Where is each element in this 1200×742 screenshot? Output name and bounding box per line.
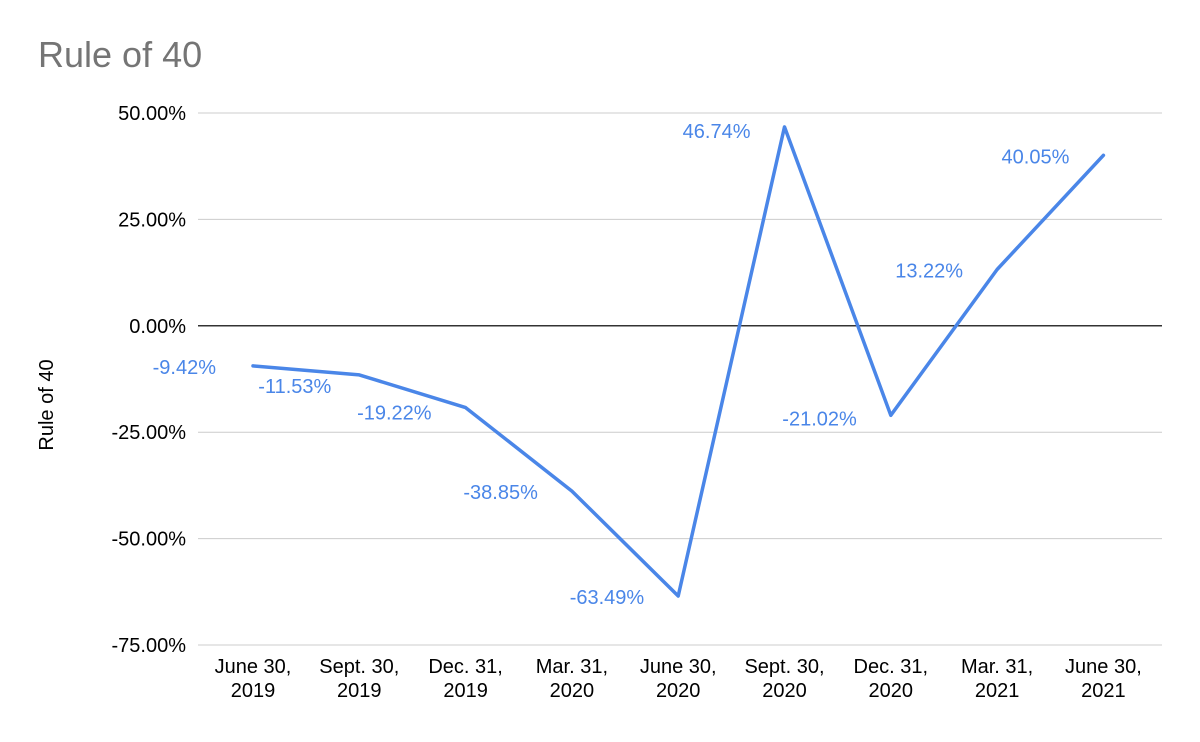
y-axis-label: Rule of 40 [36, 359, 58, 450]
data-label: -63.49% [570, 587, 645, 609]
y-axis-ticks: 50.00% 25.00% 0.00% -25.00% -50.00% -75.00% [112, 103, 187, 657]
x-tick-label: Dec. 31, 2019 [428, 656, 502, 702]
y-tick-label: 50.00% [118, 103, 186, 125]
data-label-halo: -19.22% [357, 403, 432, 425]
series-rule-of-40 [251, 125, 1106, 598]
data-label: -11.53% [258, 376, 331, 398]
data-label-halo: 13.22% [895, 261, 963, 283]
data-label-halo: 40.05% [1002, 146, 1070, 168]
chart-title: Rule of 40 [38, 34, 202, 75]
y-tick-label: -75.00% [112, 635, 187, 657]
x-tick-label: Mar. 31, 2020 [536, 656, 608, 702]
data-label-halo: -21.02% [782, 408, 857, 430]
data-label: -9.42% [153, 357, 217, 379]
data-label-halo: 46.74% [683, 121, 751, 143]
y-tick-label: 0.00% [129, 316, 186, 338]
x-tick-label: Dec. 31, 2020 [854, 656, 928, 702]
y-tick-label: 25.00% [118, 209, 186, 231]
x-tick-label: Sept. 30, 2020 [744, 656, 824, 702]
data-label-halo: -38.85% [463, 482, 538, 504]
data-label: -19.22% [357, 403, 432, 425]
x-tick-label: June 30, 2019 [215, 656, 292, 702]
data-label-halo: -9.42% [153, 357, 217, 379]
series-line [251, 125, 1106, 598]
data-label: -21.02% [782, 408, 857, 430]
x-tick-label: Mar. 31, 2021 [961, 656, 1033, 702]
y-tick-label: -25.00% [112, 422, 187, 444]
gridlines [198, 112, 1162, 646]
data-label: -38.85% [463, 482, 538, 504]
x-tick-label: June 30, 2020 [640, 656, 717, 702]
data-labels: -9.42%-9.42%-11.53%-11.53%-19.22%-19.22%… [151, 119, 1072, 611]
data-label-halo: -11.53% [258, 376, 331, 398]
data-label: 13.22% [895, 261, 963, 283]
x-tick-label: June 30, 2021 [1065, 656, 1142, 702]
y-tick-label: -50.00% [112, 529, 187, 551]
x-tick-label: Sept. 30, 2019 [319, 656, 399, 702]
data-label: 40.05% [1002, 146, 1070, 168]
data-label-halo: -63.49% [570, 587, 645, 609]
x-axis-ticks: June 30, 2019 Sept. 30, 2019 Dec. 31, 2019 Mar… [215, 656, 1142, 702]
data-label: 46.74% [683, 121, 751, 143]
